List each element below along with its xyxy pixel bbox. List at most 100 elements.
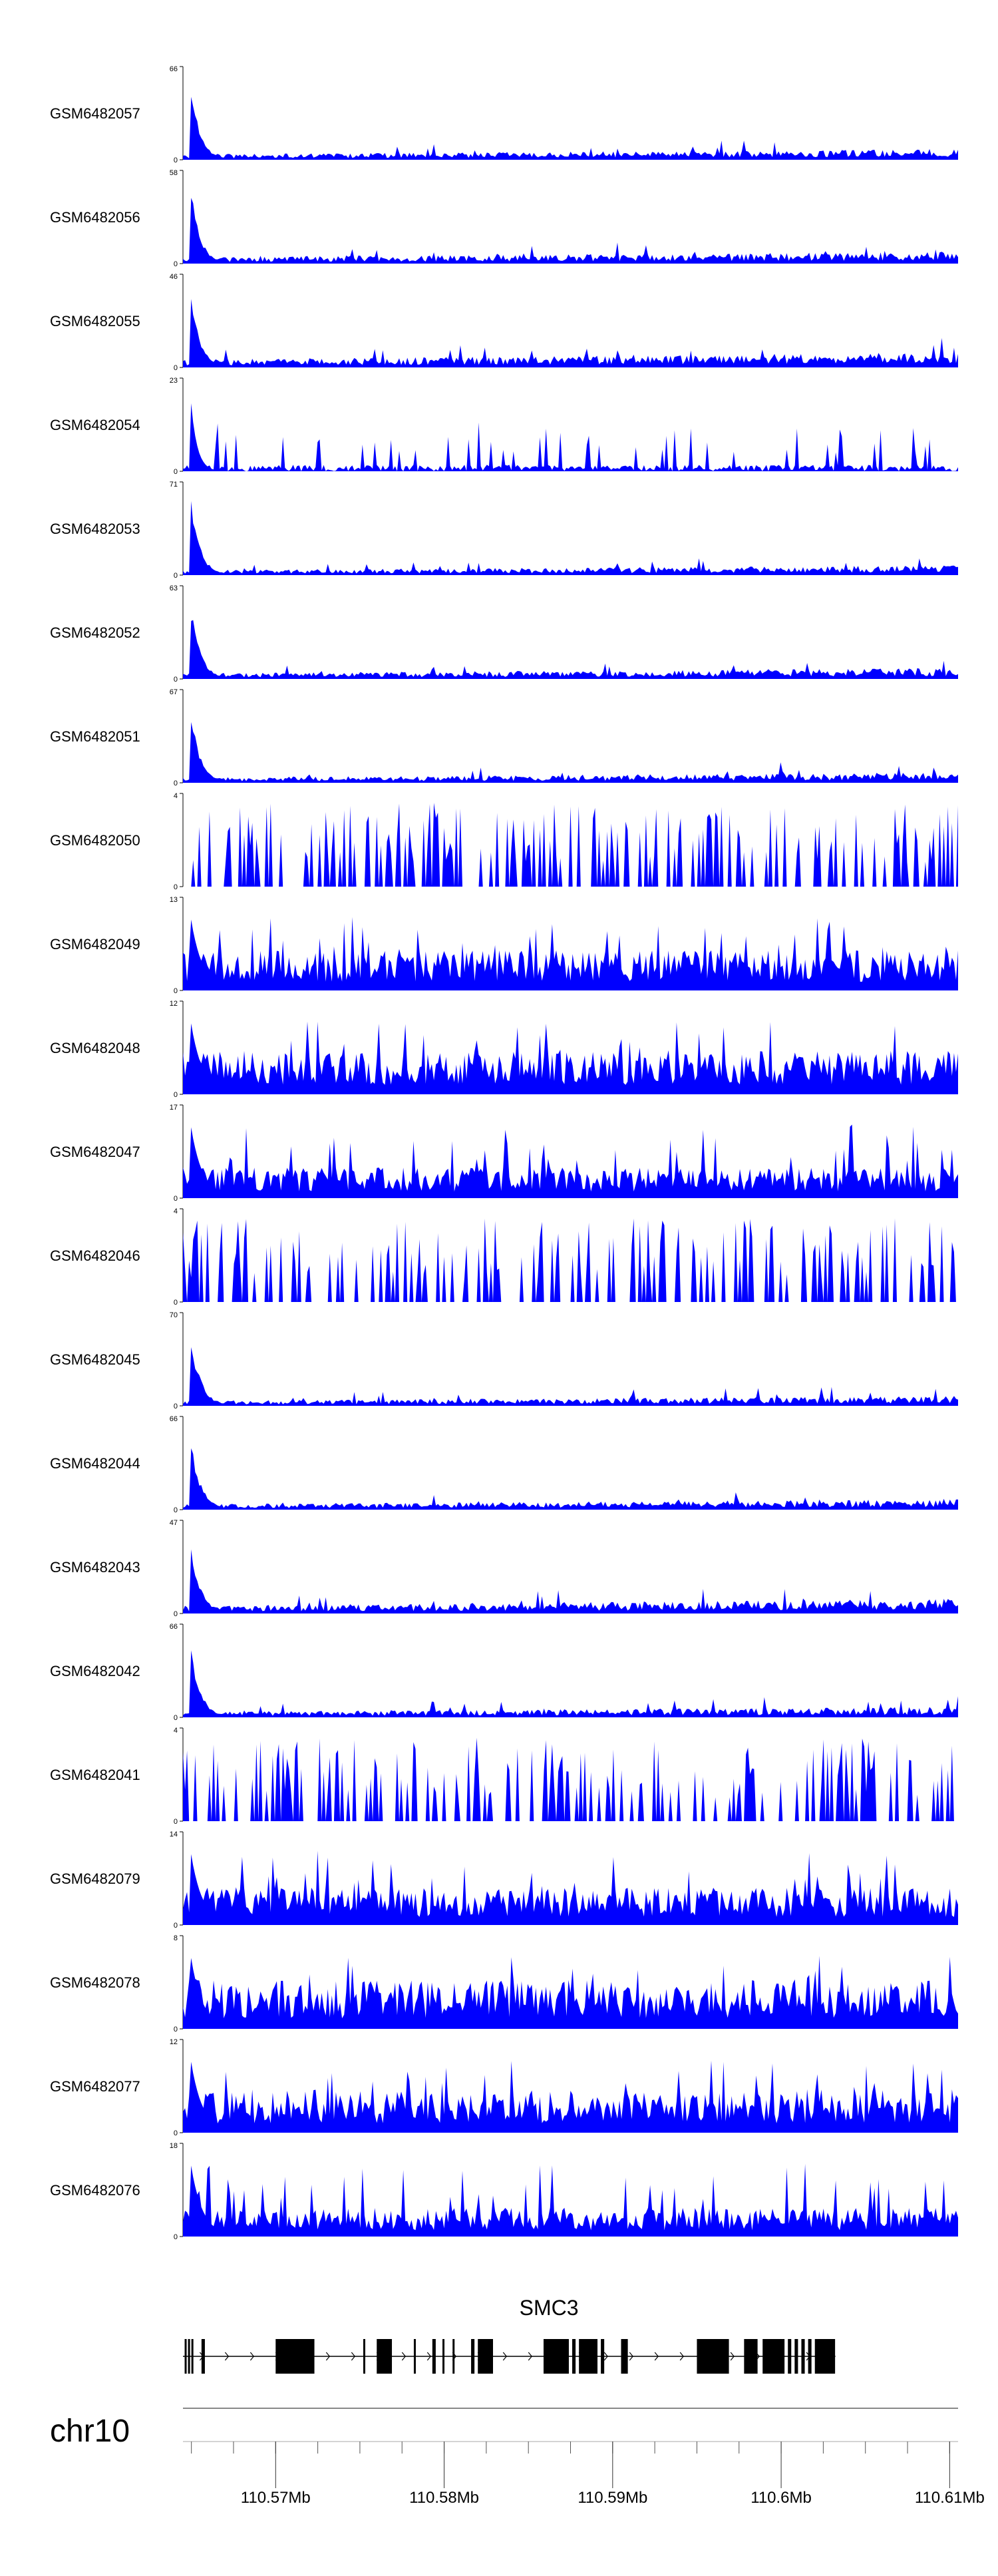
tick-label: 110.58Mb [409, 2489, 479, 2507]
y-min-label: 0 [174, 676, 178, 684]
y-min-label: 0 [174, 1818, 178, 1826]
track-label: GSM6482053 [50, 521, 140, 537]
gene-exon [452, 2339, 455, 2374]
y-min-label: 0 [174, 1091, 178, 1099]
gene-exon [744, 2339, 758, 2374]
gene-exon [275, 2339, 315, 2374]
strand-chevron [351, 2352, 356, 2361]
tick-label: 110.6Mb [750, 2489, 812, 2507]
y-min-label: 0 [174, 2129, 178, 2137]
coverage-area [183, 1956, 958, 2029]
y-max-label: 12 [170, 1000, 178, 1008]
y-min-label: 0 [174, 1299, 178, 1307]
coverage-area [183, 722, 958, 783]
strand-chevron [250, 2352, 255, 2361]
strand-chevron [426, 2352, 432, 2361]
strand-chevron [654, 2352, 659, 2361]
gene-exon [184, 2339, 187, 2374]
y-min-label: 0 [174, 260, 178, 268]
gene-exon [788, 2339, 792, 2374]
track-label: GSM6482077 [50, 2078, 140, 2095]
gene-exon [377, 2339, 393, 2374]
strand-chevron [401, 2352, 407, 2361]
y-min-label: 0 [174, 883, 178, 891]
coverage-area [183, 1218, 958, 1302]
track-label: GSM6482057 [50, 105, 140, 122]
coverage-area [183, 803, 958, 887]
strand-chevron [528, 2352, 533, 2361]
y-max-label: 66 [170, 65, 178, 73]
track-label: GSM6482056 [50, 209, 140, 226]
coverage-area [183, 2060, 958, 2133]
track-label: GSM6482046 [50, 1247, 140, 1264]
track-label: GSM6482055 [50, 313, 140, 329]
y-max-label: 8 [174, 1934, 178, 1942]
y-max-label: 17 [170, 1104, 178, 1112]
strand-chevron [325, 2352, 331, 2361]
y-min-label: 0 [174, 1402, 178, 1410]
gene-exon [572, 2339, 576, 2374]
y-min-label: 0 [174, 779, 178, 787]
y-max-label: 23 [170, 377, 178, 385]
track-label: GSM6482044 [50, 1455, 140, 1472]
y-max-label: 58 [170, 169, 178, 177]
gene-name: SMC3 [520, 2296, 579, 2320]
y-max-label: 4 [174, 1207, 178, 1215]
coverage-area [183, 1737, 958, 1821]
gene-exon [579, 2339, 598, 2374]
coverage-area [183, 1021, 958, 1094]
y-min-label: 0 [174, 1195, 178, 1203]
track-label: GSM6482078 [50, 1974, 140, 1991]
track-label: GSM6482042 [50, 1663, 140, 1679]
y-max-label: 70 [170, 1311, 178, 1319]
y-min-label: 0 [174, 468, 178, 476]
coverage-area [183, 1650, 958, 1717]
gene-exon [801, 2339, 805, 2374]
y-min-label: 0 [174, 1714, 178, 1722]
strand-chevron [629, 2352, 633, 2361]
track-label: GSM6482049 [50, 936, 140, 953]
track-label: GSM6482054 [50, 417, 140, 433]
y-max-label: 71 [170, 481, 178, 489]
y-min-label: 0 [174, 364, 178, 372]
track-label: GSM6482052 [50, 624, 140, 641]
tick-label: 110.57Mb [241, 2489, 311, 2507]
chromosome-label: chr10 [50, 2414, 130, 2449]
gene-exon [814, 2339, 836, 2374]
y-max-label: 4 [174, 1727, 178, 1735]
gene-exon [413, 2339, 416, 2374]
coverage-area [183, 917, 958, 990]
track-label: GSM6482076 [50, 2182, 140, 2199]
y-min-label: 0 [174, 1922, 178, 1930]
y-max-label: 66 [170, 1623, 178, 1631]
coverage-area [183, 1850, 958, 1925]
gene-exon [697, 2339, 729, 2374]
strand-chevron [224, 2352, 230, 2361]
y-max-label: 18 [170, 2142, 178, 2150]
coverage-area [183, 620, 958, 679]
y-max-label: 63 [170, 584, 178, 592]
gene-exon [621, 2339, 628, 2374]
gene-exon [363, 2339, 365, 2374]
coverage-area [183, 1347, 958, 1406]
coverage-area [183, 1448, 958, 1510]
track-label: GSM6482045 [50, 1351, 140, 1368]
coverage-area [183, 299, 958, 367]
y-max-label: 4 [174, 792, 178, 800]
y-min-label: 0 [174, 1506, 178, 1514]
coverage-area [183, 198, 958, 264]
gene-exon [794, 2339, 798, 2374]
gene-exon [188, 2339, 190, 2374]
track-label: GSM6482041 [50, 1767, 140, 1783]
gene-exon [543, 2339, 569, 2374]
coverage-area [183, 403, 958, 471]
tick-label: 110.61Mb [915, 2489, 985, 2507]
y-min-label: 0 [174, 987, 178, 995]
coverage-area [183, 1549, 958, 1613]
y-min-label: 0 [174, 2026, 178, 2034]
track-label: GSM6482050 [50, 832, 140, 849]
track-label: GSM6482043 [50, 1559, 140, 1576]
strand-chevron [502, 2352, 508, 2361]
gene-exon [601, 2339, 605, 2374]
